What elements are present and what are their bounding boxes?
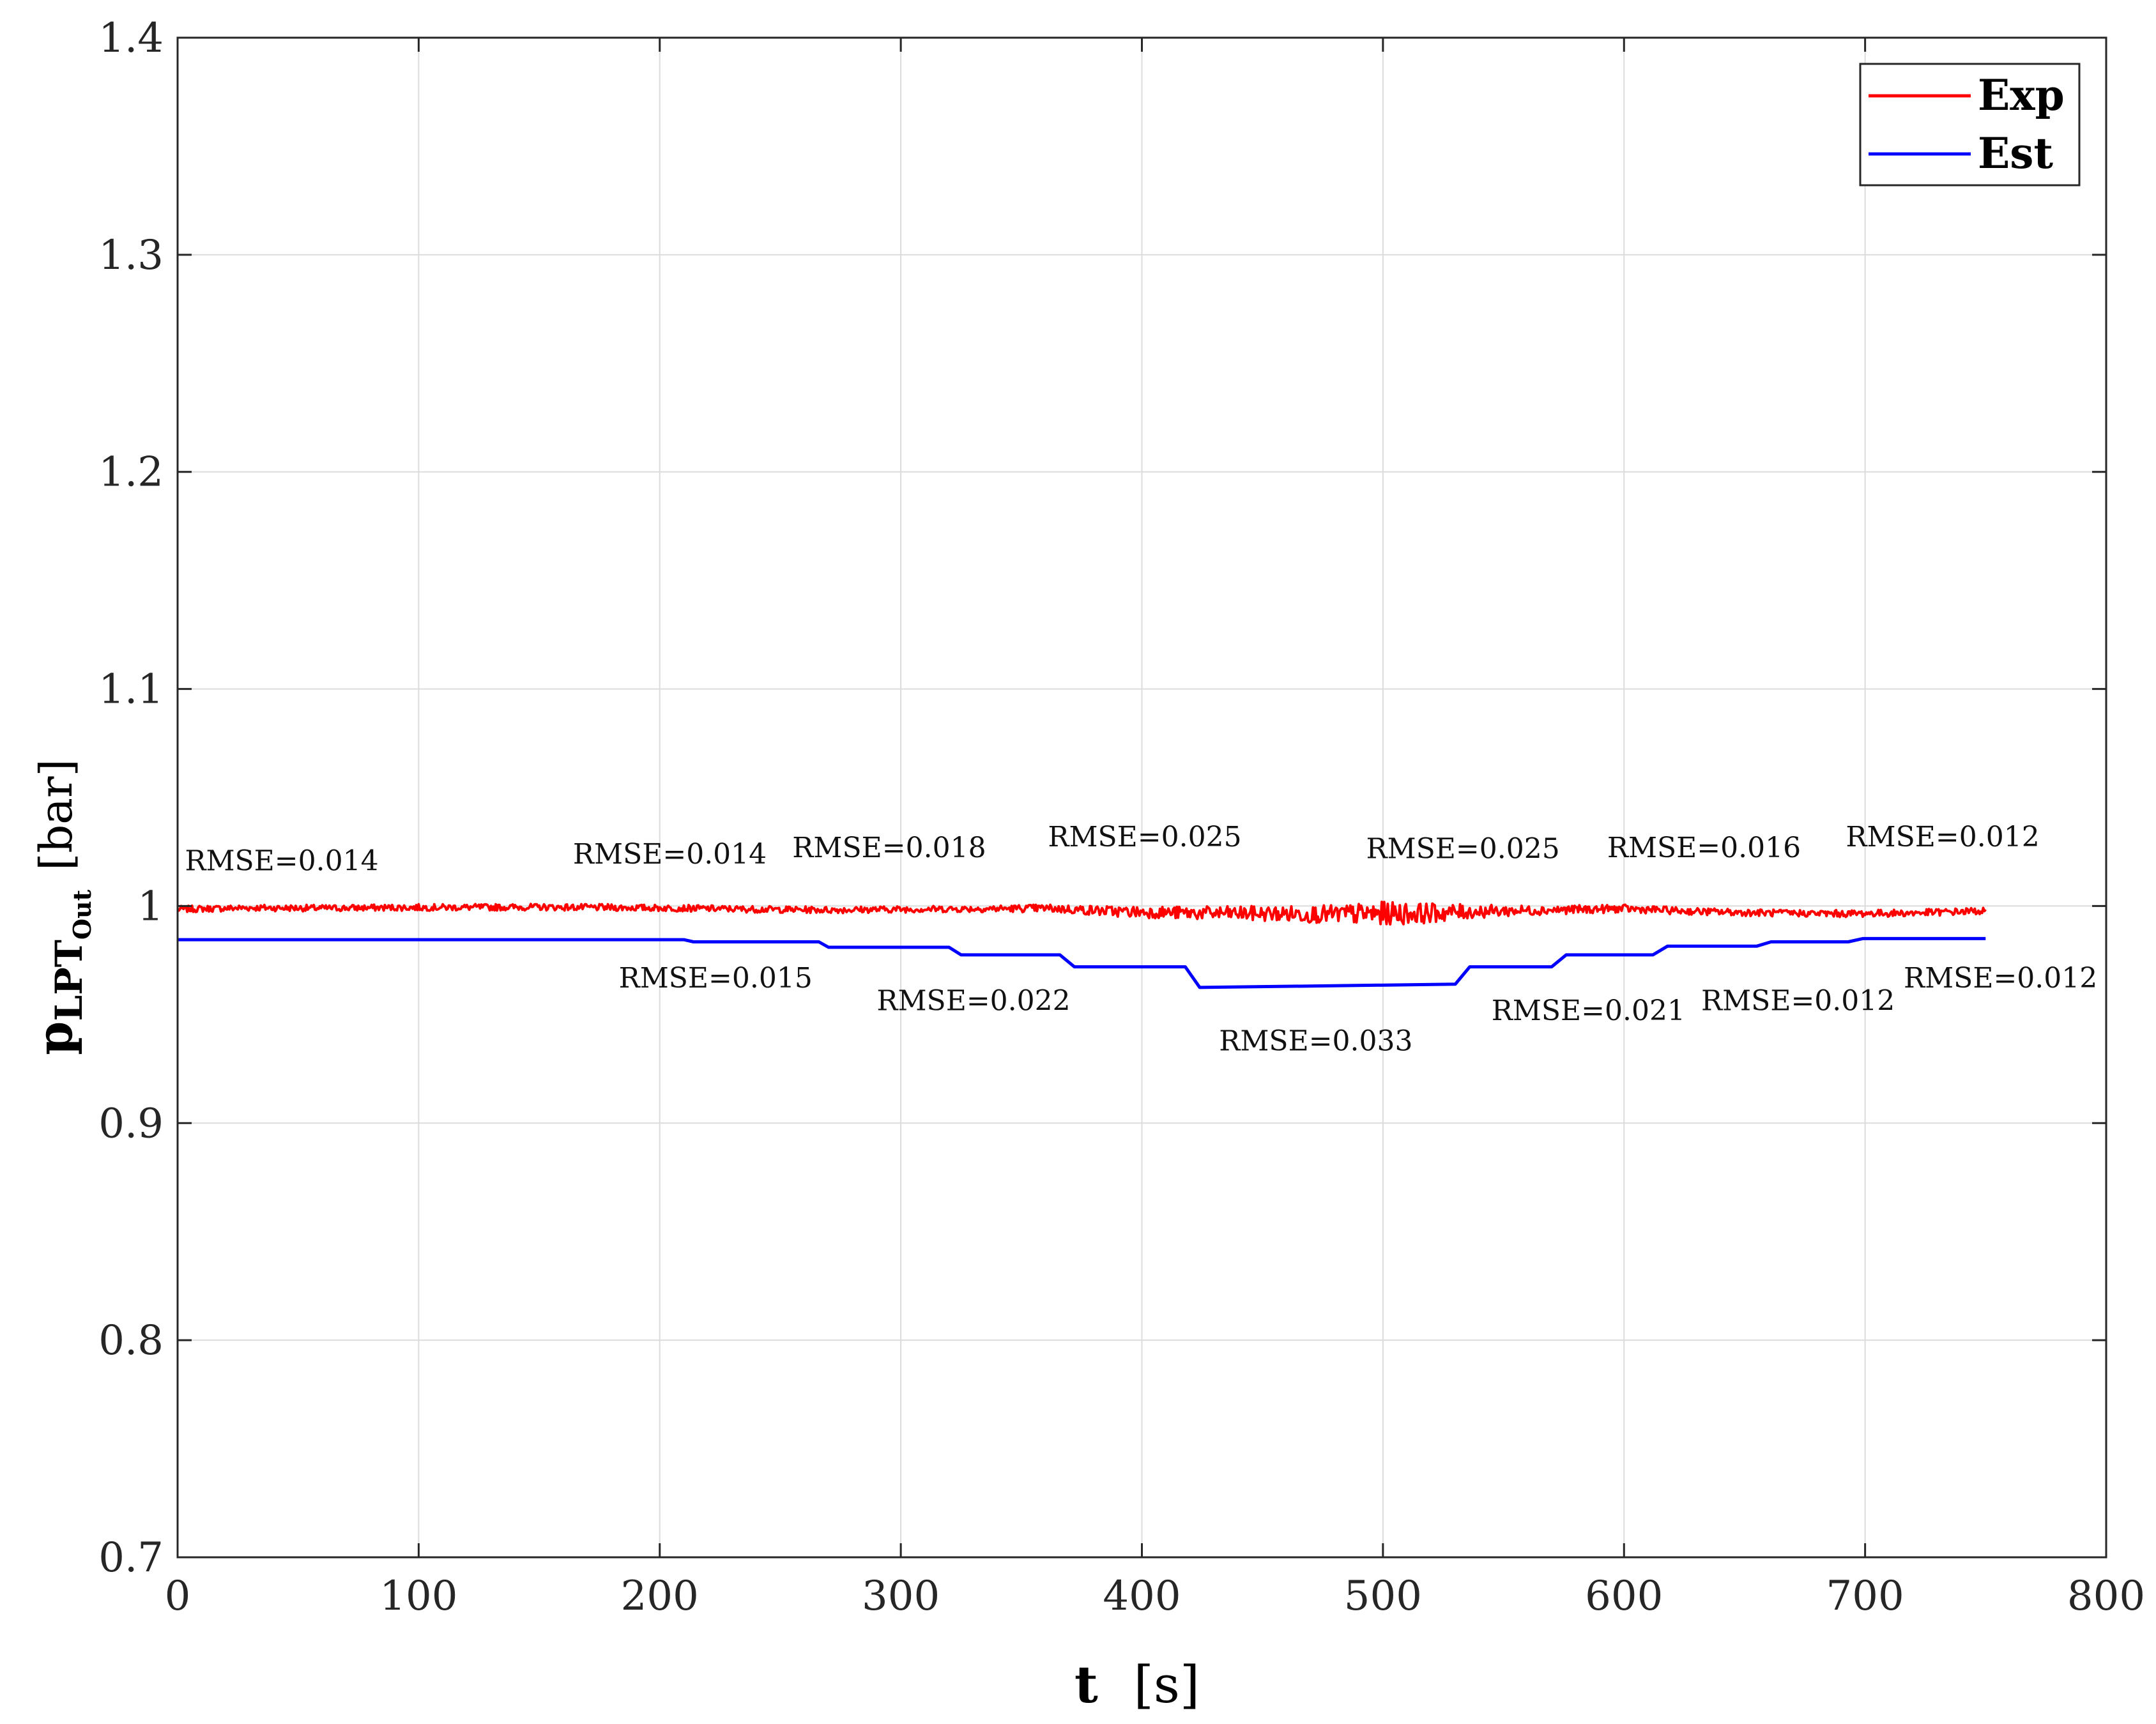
rmse-annotations: RMSE=0.014 RMSE=0.014 RMSE=0.018 RMSE=0.025… — [185, 821, 2097, 1057]
y-axis-unit: [bar] — [30, 759, 82, 871]
rmse-annotation: RMSE=0.022 — [876, 985, 1070, 1018]
x-tick-label: 700 — [1826, 1573, 1904, 1620]
y-tick-label: 1.4 — [98, 15, 164, 62]
x-tick-label: 600 — [1585, 1573, 1663, 1620]
legend-box — [1859, 63, 2081, 187]
rmse-annotation: RMSE=0.012 — [1904, 962, 2097, 995]
x-axis-label: t — [1074, 1654, 1098, 1714]
legend-label-exp: Exp — [1978, 70, 2065, 120]
axis-ticks: 0 100 200 300 400 500 600 700 800 0.7 0.8 0.9 1 1.1 1.… — [98, 15, 2145, 1620]
rmse-annotation: RMSE=0.016 — [1607, 832, 1801, 864]
rmse-annotation: RMSE=0.015 — [619, 962, 813, 995]
x-tick-label: 300 — [862, 1573, 940, 1620]
y-tick-label: 1.1 — [98, 666, 164, 713]
rmse-annotation: RMSE=0.025 — [1048, 821, 1241, 853]
series-line-exp — [176, 901, 1987, 926]
rmse-annotation: RMSE=0.025 — [1366, 833, 1559, 866]
y-axis-label-sub1: LPT — [47, 940, 91, 1021]
legend: Exp Est — [1859, 63, 2081, 187]
y-tick-label: 0.7 — [98, 1534, 164, 1582]
y-axis-title: pLPTOut [bar] — [26, 759, 96, 1055]
rmse-annotation: RMSE=0.012 — [1701, 985, 1895, 1018]
x-tick-label: 500 — [1344, 1573, 1422, 1620]
y-axis-label-main: p — [26, 1021, 83, 1055]
y-tick-label: 0.9 — [98, 1100, 164, 1147]
y-tick-label: 1.3 — [98, 232, 164, 279]
x-tick-label: 200 — [621, 1573, 699, 1620]
rmse-annotation: RMSE=0.012 — [1846, 821, 2039, 853]
series-layer — [176, 901, 1987, 989]
x-axis-title: t [s] — [1074, 1654, 1200, 1714]
x-tick-label: 100 — [379, 1573, 457, 1620]
legend-label-est: Est — [1978, 128, 2053, 178]
x-tick-label: 0 — [165, 1573, 191, 1620]
x-axis-unit: [s] — [1134, 1655, 1200, 1714]
y-tick-label: 1 — [137, 883, 164, 930]
rmse-annotation: RMSE=0.014 — [185, 844, 378, 877]
series-line-est — [178, 936, 1986, 989]
rmse-annotation: RMSE=0.021 — [1492, 995, 1685, 1027]
x-tick-label: 800 — [2067, 1573, 2145, 1620]
x-tick-label: 400 — [1103, 1573, 1181, 1620]
svg-text:pLPTOut[bar]: pLPTOut [bar] — [26, 759, 96, 1055]
y-axis-label-sub2: Out — [68, 889, 96, 940]
rmse-annotation: RMSE=0.014 — [573, 838, 767, 871]
y-tick-label: 0.8 — [98, 1317, 164, 1364]
y-tick-label: 1.2 — [98, 449, 164, 496]
svg-text:t [s]: t [s] — [1074, 1654, 1200, 1714]
rmse-annotation: RMSE=0.018 — [792, 832, 986, 864]
rmse-annotation: RMSE=0.033 — [1219, 1025, 1412, 1057]
